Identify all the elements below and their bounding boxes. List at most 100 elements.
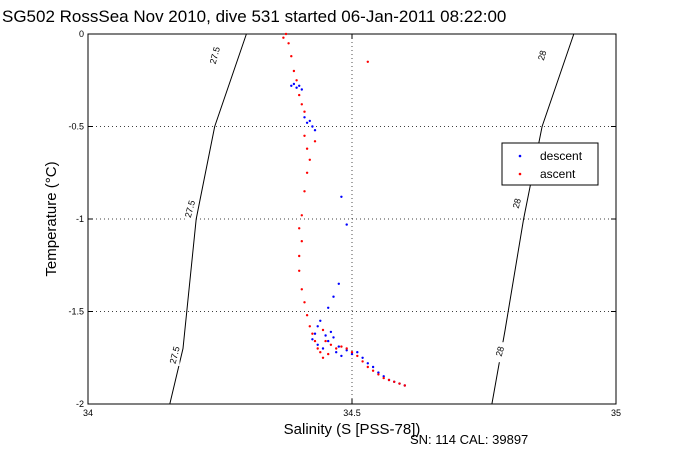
- point-descent: [324, 334, 327, 337]
- x-tick-label: 35: [611, 408, 621, 418]
- point-ascent: [366, 60, 369, 63]
- point-descent: [316, 325, 319, 328]
- point-descent: [313, 332, 317, 335]
- point-descent: [311, 125, 314, 128]
- point-descent: [340, 354, 343, 358]
- point-ascent: [366, 365, 369, 369]
- isopycnal-label-bg: [169, 345, 180, 366]
- point-ascent: [300, 103, 303, 106]
- point-descent: [337, 345, 340, 348]
- y-tick-label: -0.5: [68, 122, 84, 132]
- point-descent: [329, 330, 333, 334]
- point-ascent: [403, 384, 406, 387]
- point-descent: [308, 119, 311, 123]
- point-ascent: [300, 240, 303, 243]
- point-ascent: [305, 314, 309, 317]
- chart-title: SG502 RossSea Nov 2010, dive 531 started…: [2, 7, 506, 26]
- point-ascent: [284, 32, 288, 36]
- point-ascent: [308, 158, 311, 161]
- point-ascent: [313, 339, 317, 343]
- point-descent: [332, 336, 335, 339]
- isopycnal-line: [169, 33, 247, 405]
- legend-label-descent: descent: [540, 149, 583, 163]
- point-ascent: [282, 36, 285, 39]
- isopycnal-label-bg: [511, 194, 522, 215]
- point-descent: [327, 339, 330, 343]
- isopycnal-label-bg: [537, 46, 548, 67]
- legend-marker-descent: [518, 154, 522, 158]
- point-descent: [300, 88, 303, 91]
- point-ascent: [298, 269, 301, 272]
- isopycnal-label: 28: [511, 197, 523, 209]
- point-descent: [327, 306, 330, 309]
- data-points: [282, 32, 406, 387]
- x-tick-label: 34.5: [343, 408, 361, 418]
- point-ascent: [361, 360, 364, 363]
- point-descent: [361, 356, 364, 359]
- point-ascent: [300, 214, 303, 217]
- point-descent: [377, 371, 380, 374]
- point-descent: [335, 351, 338, 354]
- point-ascent: [298, 254, 301, 258]
- point-descent: [292, 82, 296, 86]
- point-ascent: [377, 373, 380, 376]
- isopycnal-label-bg: [494, 342, 505, 363]
- x-tick-label: 34: [83, 408, 93, 418]
- point-descent: [371, 365, 375, 369]
- point-ascent: [290, 55, 293, 58]
- point-ascent: [305, 171, 309, 174]
- point-descent: [332, 295, 335, 298]
- point-ascent: [298, 93, 301, 97]
- y-axis-label: Temperature (°C): [43, 161, 60, 276]
- point-descent: [345, 223, 348, 226]
- point-ascent: [319, 351, 322, 354]
- point-ascent: [371, 369, 375, 372]
- point-descent: [366, 362, 369, 365]
- legend-label-ascent: ascent: [540, 167, 576, 181]
- isopycnal-label: 27.5: [183, 199, 197, 219]
- legend-marker-ascent: [518, 172, 522, 176]
- point-ascent: [335, 347, 338, 350]
- isopycnal-label: 28: [494, 345, 506, 357]
- point-ascent: [345, 347, 348, 350]
- point-ascent: [287, 42, 290, 45]
- point-descent: [350, 352, 354, 356]
- point-descent: [305, 121, 309, 125]
- point-descent: [337, 282, 340, 285]
- point-descent: [356, 351, 359, 354]
- point-ascent: [321, 356, 325, 359]
- point-descent: [340, 195, 343, 198]
- point-descent: [295, 86, 298, 89]
- point-ascent: [393, 380, 396, 383]
- y-tick-label: -2: [76, 399, 84, 409]
- point-ascent: [340, 345, 343, 348]
- point-descent: [345, 349, 348, 352]
- point-ascent: [387, 378, 391, 382]
- point-ascent: [303, 190, 306, 193]
- y-tick-label: 0: [79, 29, 84, 39]
- isopycnal-label: 28: [536, 49, 548, 61]
- isopycnal-label: 27.5: [168, 345, 182, 365]
- point-ascent: [308, 325, 311, 328]
- point-ascent: [327, 352, 330, 356]
- isopycnal-label: 27.5: [208, 46, 222, 66]
- point-descent: [316, 343, 319, 346]
- point-ascent: [295, 79, 298, 82]
- legend-box: [501, 142, 599, 186]
- point-descent: [298, 84, 301, 88]
- point-descent: [321, 347, 325, 350]
- grid-lines: [88, 34, 616, 404]
- x-axis-label: Salinity (S [PSS-78]): [284, 421, 421, 438]
- x-tick-labels: 34 34.5 35: [83, 34, 621, 418]
- point-ascent: [321, 328, 325, 332]
- point-ascent: [350, 351, 354, 354]
- y-tick-labels: 0 -0.5 -1 -1.5 -2: [68, 29, 616, 409]
- point-ascent: [300, 288, 303, 291]
- point-ascent: [324, 339, 327, 343]
- point-ascent: [305, 147, 309, 150]
- point-ascent: [313, 140, 317, 143]
- serial-calibration-note: SN: 114 CAL: 39897: [410, 432, 528, 447]
- point-ascent: [303, 110, 306, 113]
- point-descent: [290, 84, 293, 88]
